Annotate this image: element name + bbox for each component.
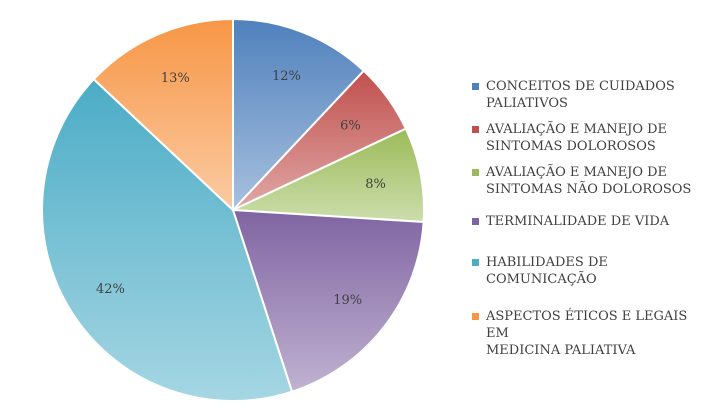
legend-item-3: TERMINALIDADE DE VIDA bbox=[472, 213, 712, 230]
legend-label-5: ASPECTOS ÉTICOS E LEGAIS EM MEDICINA PAL… bbox=[486, 309, 688, 358]
pie-slice-4 bbox=[41, 77, 294, 402]
legend: CONCEITOS DE CUIDADOS PALIATIVOS AVALIAÇÃ… bbox=[472, 78, 712, 359]
data-label-5: 13% bbox=[161, 71, 190, 86]
data-label-0: 12% bbox=[272, 69, 301, 84]
legend-swatch-1 bbox=[472, 126, 479, 133]
pie-slice-3 bbox=[231, 208, 425, 393]
legend-label-3: TERMINALIDADE DE VIDA bbox=[486, 214, 670, 229]
legend-item-2: AVALIAÇÃO E MANEJO DE SINTOMAS NÃO DOLOR… bbox=[472, 164, 712, 198]
data-label-3: 19% bbox=[333, 293, 362, 308]
legend-swatch-4 bbox=[472, 259, 479, 266]
legend-label-1: AVALIAÇÃO E MANEJO DE SINTOMAS DOLOROSOS bbox=[486, 122, 668, 154]
pie-slice-0 bbox=[232, 17, 366, 213]
legend-label-0: CONCEITOS DE CUIDADOS PALIATIVOS bbox=[486, 79, 675, 111]
legend-item-5: ASPECTOS ÉTICOS E LEGAIS EM MEDICINA PAL… bbox=[472, 308, 712, 359]
legend-swatch-2 bbox=[472, 169, 479, 176]
legend-swatch-0 bbox=[472, 83, 479, 90]
data-label-4: 42% bbox=[96, 282, 125, 297]
data-label-1: 6% bbox=[340, 119, 361, 134]
legend-label-4: HABILIDADES DE COMUNICAÇÃO bbox=[486, 255, 608, 287]
legend-label-2: AVALIAÇÃO E MANEJO DE SINTOMAS NÃO DOLOR… bbox=[486, 165, 692, 197]
pie-chart-plot: 12% 6% 8% 19% 42% 13% bbox=[41, 17, 425, 402]
legend-item-4: HABILIDADES DE COMUNICAÇÃO bbox=[472, 254, 712, 288]
legend-swatch-5 bbox=[472, 313, 479, 320]
legend-item-0: CONCEITOS DE CUIDADOS PALIATIVOS bbox=[472, 78, 712, 112]
data-label-2: 8% bbox=[365, 177, 386, 192]
legend-swatch-3 bbox=[472, 218, 479, 225]
pie-slice-5 bbox=[92, 17, 234, 213]
legend-item-1: AVALIAÇÃO E MANEJO DE SINTOMAS DOLOROSOS bbox=[472, 121, 712, 155]
pie-slice-2 bbox=[232, 127, 425, 224]
